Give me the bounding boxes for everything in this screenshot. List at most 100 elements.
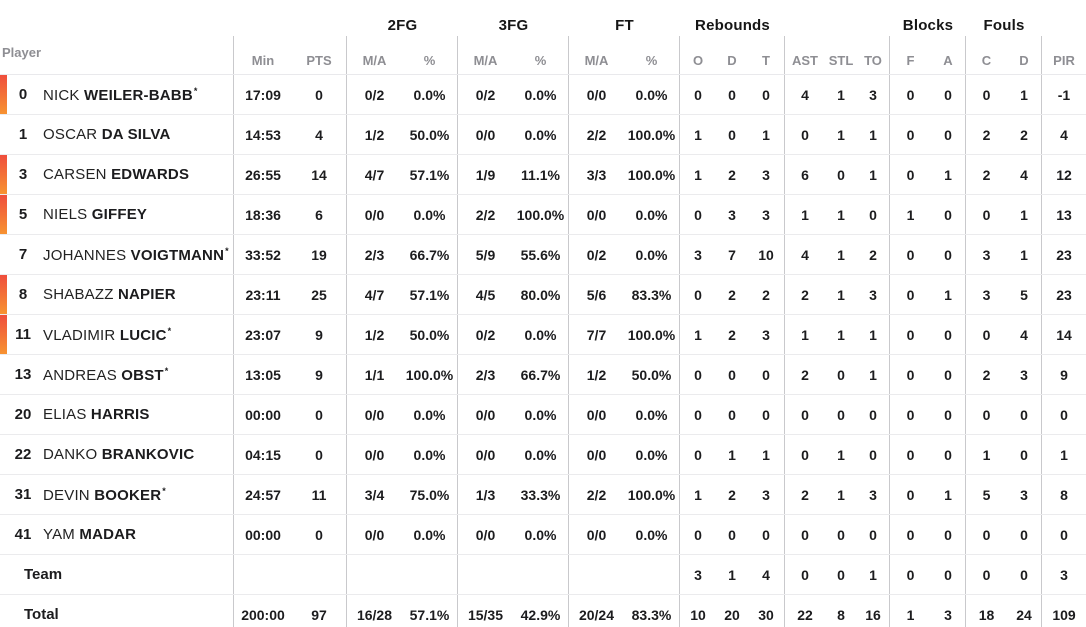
stat-cell-: 0.0% [402,195,458,234]
stat-cell-a: 0 [931,355,966,394]
stat-cell-a: 0 [931,195,966,234]
player-number: 22 [14,446,32,463]
stat-cell-d: 1 [728,566,736,583]
player-number: 0 [18,86,28,103]
stat-cell-min: 23:11 [245,286,281,303]
player-name-cell[interactable]: 5 NIELS GIFFEY [0,195,234,234]
stat-cell-ma: 0/0 [586,526,607,543]
stat-cell-d: 5 [1007,275,1042,314]
stat-cell-ast: 2 [801,366,809,383]
stat-cell-c: 3 [982,286,991,303]
stat-cell-ma: 4/7 [364,286,385,303]
stat-cell-pir: -1 [1057,86,1071,103]
stat-cell-ma: 0/0 [586,206,607,223]
stat-cell-o: 3 [694,246,702,263]
stat-cell-ma: 0/0 [475,406,496,423]
stat-cell-c: 2 [982,166,991,183]
player-name-cell[interactable]: 11 VLADIMIR LUCIC* [0,315,234,354]
player-name: ANDREAS OBST* [43,366,168,384]
stat-cell-d: 4 [1007,315,1042,354]
on-court-indicator [0,315,7,354]
stat-cell-: 0.0% [513,315,569,354]
player-row: 7 JOHANNES VOIGTMANN* 33:52 19 2/3 66.7% 5/9 55… [0,235,1086,275]
stat-cell- [402,555,458,594]
starter-mark: * [225,245,229,256]
group-header-ft: FT [615,17,634,34]
player-name: NICK WEILER-BABB* [43,86,198,104]
player-name: CARSEN EDWARDS [43,166,189,183]
player-name-cell[interactable]: 13 ANDREAS OBST* [0,355,234,394]
stat-cell-to: 3 [857,275,890,314]
player-first-name: DANKO [43,446,98,463]
stat-cell-d: 7 [728,246,736,263]
stat-cell-: 0.0% [402,75,458,114]
player-number: 11 [15,326,31,343]
stat-cell-stl: 0 [837,526,845,543]
stat-cell-pts: 4 [292,115,347,154]
player-name: SHABAZZ NAPIER [43,286,176,303]
stat-cell-pts: 0 [292,75,347,114]
player-name-cell[interactable]: 7 JOHANNES VOIGTMANN* [0,235,234,274]
stat-cell-min: 00:00 [245,526,281,543]
stat-cell-ma: 0/0 [475,446,496,463]
player-name: NIELS GIFFEY [43,206,147,223]
player-first-name: ELIAS [43,406,87,423]
stat-cell-: 80.0% [513,275,569,314]
player-last-name: BOOKER [94,486,162,504]
stat-cell-t: 30 [748,595,785,627]
stat-cell-f: 0 [906,286,915,303]
player-name-cell[interactable]: 3 CARSEN EDWARDS [0,155,234,194]
stat-cell-stl: 0 [837,366,845,383]
stat-cell-ma: 1/2 [364,126,385,143]
stat-cell-t: 10 [748,235,785,274]
stat-cell-pts: 0 [292,515,347,554]
column-header-o-8: O [692,53,704,68]
stat-cell-to: 0 [857,195,890,234]
stat-cell-ast: 1 [801,326,809,343]
stat-cell-ma: 1/2 [364,326,385,343]
stat-cell-stl: 1 [837,446,845,463]
player-name-cell[interactable]: 31 DEVIN BOOKER* [0,475,234,514]
stat-cell-f: 0 [906,126,915,143]
player-name-cell[interactable]: 22 DANKO BRANKOVIC [0,435,234,474]
column-header--7: % [624,36,680,74]
player-name: DEVIN BOOKER* [43,486,166,504]
player-last-name: NAPIER [117,286,176,303]
stat-cell-o: 0 [694,406,702,423]
group-header-2fg: 2FG [387,17,418,34]
stat-cell-pir: 0 [1060,526,1068,543]
player-row: 5 NIELS GIFFEY 18:36 6 0/0 0.0% 2/2 100.0% 0/0 0.… [0,195,1086,235]
stat-cell-ma: 0/0 [586,446,607,463]
team-row: Team 3 1 4 0 0 1 0 0 0 0 3 [0,555,1086,595]
stat-cell-f: 0 [906,406,915,423]
stat-cell-f: 0 [906,326,915,343]
group-header-3fg: 3FG [498,17,529,34]
player-name-cell[interactable]: 8 SHABAZZ NAPIER [0,275,234,314]
player-first-name: VLADIMIR [43,326,116,344]
stat-cell-ma: 7/7 [586,326,607,343]
player-last-name: HARRIS [90,406,150,423]
stat-cell-f: 0 [906,446,915,463]
stat-cell-t: 3 [748,475,785,514]
player-first-name: YAM [43,526,75,543]
stat-cell-a: 0 [931,235,966,274]
player-name-cell[interactable]: 0 NICK WEILER-BABB* [0,75,234,114]
stat-cell-c: 2 [982,126,991,143]
stat-cell-ma [569,555,624,594]
stat-cell-c: 0 [982,326,991,343]
stat-cell-ma: 20/24 [578,606,615,623]
stat-cell-: 50.0% [402,115,458,154]
stat-cell-d: 3 [1007,355,1042,394]
column-header-c-16: C [981,53,992,68]
player-name-cell[interactable]: 20 ELIAS HARRIS [0,395,234,434]
stat-cell-pir: 109 [1052,606,1076,623]
column-header-ast-11: AST [792,53,818,68]
stat-cell-o: 0 [694,366,702,383]
stat-cell-t: 3 [748,195,785,234]
stat-cell-a: 0 [931,515,966,554]
player-name-cell[interactable]: 1 OSCAR DA SILVA [0,115,234,154]
stat-cell-ma: 2/2 [586,486,607,503]
stat-cell-o: 3 [694,566,702,583]
player-name-cell[interactable]: 41 YAM MADAR [0,515,234,554]
